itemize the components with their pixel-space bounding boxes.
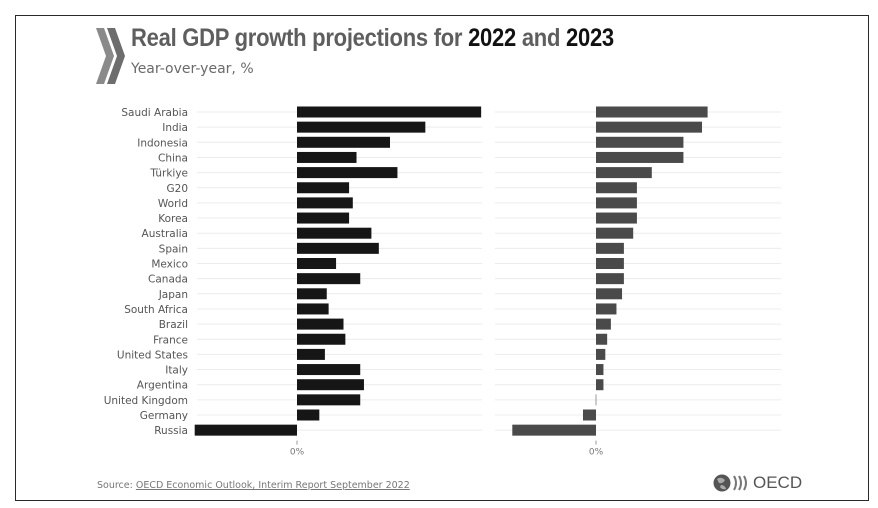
bar-2022 bbox=[297, 318, 344, 330]
source-note: Source: OECD Economic Outlook, Interim R… bbox=[97, 480, 410, 491]
bar-2022 bbox=[297, 333, 346, 345]
source-link[interactable]: OECD Economic Outlook, Interim Report Se… bbox=[135, 480, 410, 491]
oecd-chevron-icon bbox=[96, 28, 125, 84]
bar-2022 bbox=[297, 136, 390, 148]
bar-2022 bbox=[297, 212, 350, 224]
bar-2023 bbox=[596, 303, 617, 315]
bar-2023 bbox=[596, 333, 608, 345]
chart-title: Real GDP growth projections for 2022 and… bbox=[131, 24, 614, 52]
bar-2023 bbox=[596, 121, 703, 133]
bar-2023 bbox=[596, 151, 684, 163]
bar-2022 bbox=[297, 151, 357, 163]
category-label: South Africa bbox=[124, 304, 188, 316]
category-label: Brazil bbox=[159, 319, 188, 331]
bar-2023 bbox=[596, 348, 606, 360]
category-label: Italy bbox=[165, 365, 188, 377]
bar-2023 bbox=[596, 106, 708, 118]
bar-2022 bbox=[297, 227, 372, 239]
bar-2022 bbox=[297, 409, 320, 421]
bar-2022 bbox=[297, 364, 361, 376]
bar-2023 bbox=[596, 212, 637, 224]
category-label: United Kingdom bbox=[104, 395, 188, 407]
bar-2022 bbox=[297, 258, 337, 269]
category-label: Spain bbox=[159, 243, 188, 255]
bar-2022 bbox=[297, 303, 329, 315]
bar-2023 bbox=[596, 318, 611, 330]
title-year-2022: 2022 bbox=[468, 24, 516, 52]
bar-2023 bbox=[596, 182, 637, 194]
category-label: Saudi Arabia bbox=[121, 107, 188, 119]
bar-2023 bbox=[596, 258, 624, 269]
oecd-logo: OECD bbox=[712, 473, 802, 493]
chart-subtitle: Year-over-year, % bbox=[131, 61, 254, 77]
category-label: China bbox=[158, 152, 188, 164]
bar-2022 bbox=[297, 197, 353, 209]
bar-2022 bbox=[297, 106, 482, 118]
bar-2023 bbox=[512, 424, 596, 436]
bar-2023 bbox=[596, 273, 624, 285]
bar-2023 bbox=[582, 409, 596, 421]
bar-2023 bbox=[596, 379, 604, 391]
chart-frame bbox=[15, 15, 869, 501]
category-label: United States bbox=[117, 349, 188, 361]
bar-2022 bbox=[297, 288, 327, 300]
globe-icon bbox=[713, 474, 747, 492]
bar-2023 bbox=[596, 227, 634, 239]
bar-2023 bbox=[596, 364, 604, 376]
category-label: India bbox=[162, 122, 188, 134]
category-label: Argentina bbox=[137, 380, 188, 392]
bar-2022 bbox=[297, 379, 364, 391]
category-label: France bbox=[153, 334, 188, 346]
bar-2023 bbox=[596, 242, 624, 254]
oecd-logo-text: OECD bbox=[753, 473, 803, 492]
category-label: G20 bbox=[167, 183, 189, 195]
category-label: Indonesia bbox=[137, 137, 188, 149]
bar-2023 bbox=[596, 167, 652, 179]
category-label: Russia bbox=[154, 425, 188, 437]
bar-2022 bbox=[297, 167, 398, 179]
bar-2023 bbox=[596, 197, 637, 209]
category-label: Korea bbox=[158, 213, 188, 225]
category-label: Australia bbox=[142, 228, 188, 240]
bar-2022 bbox=[297, 242, 379, 254]
bar-2022 bbox=[297, 348, 325, 360]
bar-2022 bbox=[297, 121, 426, 133]
category-label: Japan bbox=[158, 289, 188, 301]
x-tick-label: 0% bbox=[290, 448, 305, 458]
category-label: Germany bbox=[140, 410, 188, 422]
x-tick-label: 0% bbox=[589, 448, 604, 458]
category-label: World bbox=[158, 198, 188, 210]
category-label: Mexico bbox=[151, 259, 188, 271]
bar-2022 bbox=[297, 182, 350, 194]
bar-2022 bbox=[297, 394, 361, 406]
bar-2022 bbox=[194, 424, 297, 436]
title-year-2023: 2023 bbox=[565, 24, 614, 52]
bar-2023 bbox=[596, 136, 684, 148]
bar-2022 bbox=[297, 273, 361, 285]
category-label: Türkiye bbox=[149, 168, 188, 180]
category-label: Canada bbox=[148, 274, 188, 286]
bar-2023 bbox=[596, 288, 623, 300]
